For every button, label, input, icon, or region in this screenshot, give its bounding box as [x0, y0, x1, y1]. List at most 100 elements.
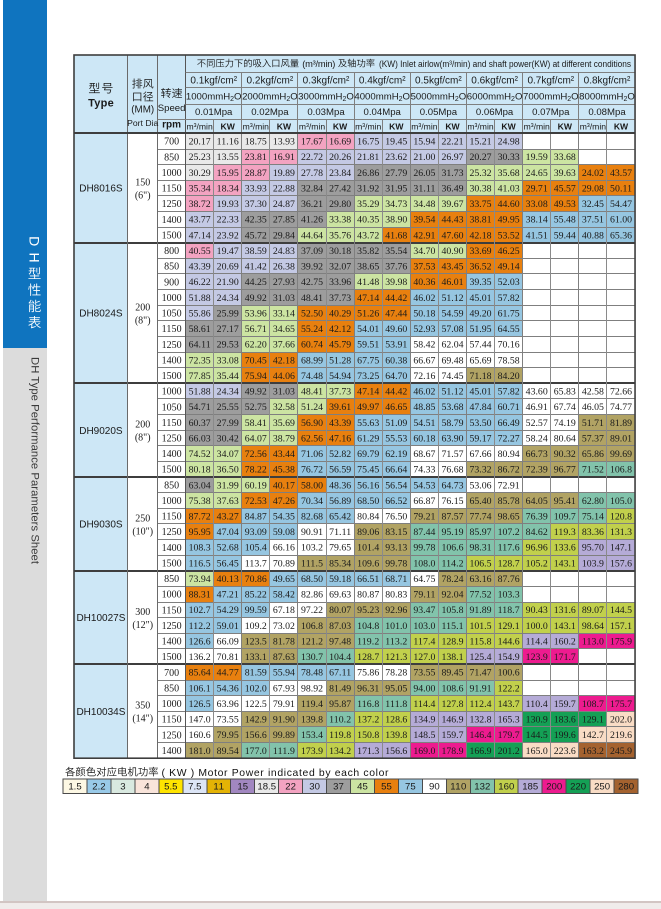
svg-text:93.09: 93.09 [245, 527, 267, 538]
svg-text:51.12: 51.12 [441, 293, 463, 304]
svg-text:47.04: 47.04 [217, 527, 239, 538]
svg-text:m³/min: m³/min [299, 121, 325, 131]
svg-text:60.19: 60.19 [245, 480, 267, 491]
svg-text:42.91: 42.91 [413, 230, 435, 241]
svg-text:38.81: 38.81 [469, 215, 491, 226]
svg-text:74.45: 74.45 [441, 371, 463, 382]
svg-text:48.41: 48.41 [301, 293, 323, 304]
svg-text:108.6: 108.6 [441, 683, 463, 694]
svg-text:105.2: 105.2 [526, 558, 548, 569]
svg-text:68.50: 68.50 [301, 574, 323, 585]
svg-text:62.19: 62.19 [385, 449, 407, 460]
svg-text:68.50: 68.50 [357, 496, 379, 507]
svg-text:99.89: 99.89 [273, 730, 295, 741]
svg-text:36.21: 36.21 [301, 199, 323, 210]
svg-text:62.04: 62.04 [441, 340, 463, 351]
svg-text:30: 30 [309, 782, 320, 793]
svg-text:64.07: 64.07 [245, 433, 267, 444]
svg-text:86.72: 86.72 [498, 465, 520, 476]
svg-text:m³/min: m³/min [186, 121, 212, 131]
svg-text:KW: KW [558, 122, 573, 132]
svg-text:47.84: 47.84 [469, 402, 491, 413]
svg-text:54.29: 54.29 [217, 605, 239, 616]
svg-text:146.4: 146.4 [469, 730, 491, 741]
svg-text:800: 800 [164, 246, 179, 257]
svg-text:31.11: 31.11 [413, 184, 435, 195]
svg-text:13.93: 13.93 [273, 137, 295, 148]
svg-text:37.09: 37.09 [301, 246, 323, 257]
svg-text:65.83: 65.83 [554, 387, 576, 398]
svg-text:95.19: 95.19 [441, 527, 463, 538]
svg-text:132.8: 132.8 [469, 715, 491, 726]
svg-text:126.6: 126.6 [189, 637, 211, 648]
svg-text:115.1: 115.1 [441, 621, 463, 632]
svg-text:42.35: 42.35 [245, 215, 267, 226]
svg-text:116.8: 116.8 [357, 699, 379, 710]
svg-text:119.2: 119.2 [357, 637, 379, 648]
svg-text:89.07: 89.07 [582, 605, 604, 616]
svg-text:71.52: 71.52 [582, 465, 604, 476]
svg-text:250: 250 [135, 513, 150, 524]
svg-text:4000mmH2O: 4000mmH2O [354, 91, 410, 103]
svg-text:38.72: 38.72 [189, 199, 211, 210]
svg-text:0.01Mpa: 0.01Mpa [195, 107, 233, 118]
svg-text:66.73: 66.73 [526, 449, 548, 460]
svg-text:49.92: 49.92 [245, 387, 267, 398]
svg-text:61.75: 61.75 [498, 308, 520, 319]
svg-text:39.98: 39.98 [385, 277, 407, 288]
svg-text:40.17: 40.17 [273, 480, 295, 491]
svg-text:55: 55 [381, 782, 392, 793]
svg-text:44.64: 44.64 [301, 230, 323, 241]
svg-text:111.8: 111.8 [385, 699, 407, 710]
svg-text:24.65: 24.65 [526, 168, 548, 179]
svg-text:81.78: 81.78 [273, 637, 295, 648]
svg-text:102.7: 102.7 [189, 605, 211, 616]
svg-text:106.5: 106.5 [469, 558, 491, 569]
svg-text:1250: 1250 [162, 340, 182, 351]
svg-text:73.94: 73.94 [189, 574, 211, 585]
svg-text:0.04Mpa: 0.04Mpa [364, 107, 402, 118]
svg-text:15: 15 [237, 782, 248, 793]
svg-text:32.45: 32.45 [582, 199, 604, 210]
svg-text:99.59: 99.59 [245, 605, 267, 616]
svg-text:22: 22 [285, 782, 296, 793]
svg-text:1400: 1400 [162, 449, 182, 460]
svg-text:54.53: 54.53 [413, 480, 435, 491]
svg-text:109.7: 109.7 [554, 512, 576, 523]
svg-text:850: 850 [164, 480, 179, 491]
svg-text:27.17: 27.17 [217, 324, 239, 335]
svg-text:KW: KW [614, 122, 629, 132]
svg-text:41.26: 41.26 [301, 215, 323, 226]
svg-text:111.9: 111.9 [273, 746, 295, 757]
svg-text:250: 250 [594, 782, 610, 793]
svg-text:0.4kgf/cm²: 0.4kgf/cm² [359, 76, 406, 87]
svg-text:15.21: 15.21 [469, 137, 491, 148]
svg-text:37.73: 37.73 [329, 293, 351, 304]
svg-text:39.67: 39.67 [441, 199, 463, 210]
svg-text:33.14: 33.14 [273, 308, 295, 319]
svg-text:24.02: 24.02 [582, 168, 604, 179]
svg-text:121.3: 121.3 [385, 652, 407, 663]
svg-text:25.99: 25.99 [217, 308, 239, 319]
svg-text:67.11: 67.11 [329, 668, 351, 679]
svg-text:58.24: 58.24 [526, 433, 548, 444]
svg-text:33.69: 33.69 [469, 246, 491, 257]
svg-text:1400: 1400 [162, 543, 182, 554]
svg-text:110: 110 [450, 782, 466, 793]
svg-text:22.33: 22.33 [217, 215, 239, 226]
svg-text:58.41: 58.41 [245, 418, 267, 429]
svg-text:71.11: 71.11 [329, 527, 351, 538]
svg-text:35.69: 35.69 [273, 418, 295, 429]
svg-text:123.5: 123.5 [245, 637, 267, 648]
svg-text:34.73: 34.73 [385, 199, 407, 210]
svg-text:m³/min: m³/min [524, 121, 550, 131]
svg-text:(8"): (8") [135, 315, 151, 326]
svg-text:58.42: 58.42 [413, 340, 435, 351]
svg-text:133.1: 133.1 [245, 652, 267, 663]
svg-text:47.14: 47.14 [189, 230, 211, 241]
svg-text:(KW) Inlet airlow(m³/min) and: (KW) Inlet airlow(m³/min) and shaft powe… [379, 59, 632, 69]
svg-text:97.48: 97.48 [329, 637, 351, 648]
svg-text:81.49: 81.49 [329, 683, 351, 694]
svg-text:3: 3 [120, 782, 125, 793]
svg-text:11: 11 [213, 782, 224, 793]
